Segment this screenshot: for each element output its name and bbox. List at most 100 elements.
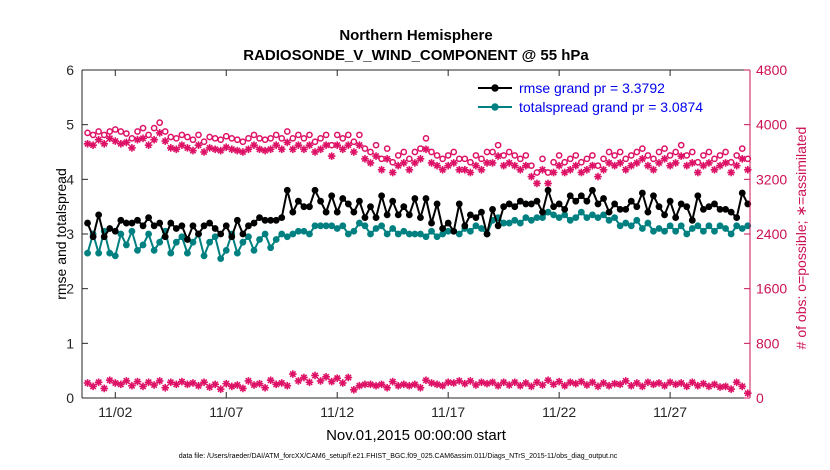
- obs-possible-point: [622, 155, 630, 163]
- obs-assimilated-point: [361, 155, 369, 163]
- obs-low-point: [205, 383, 214, 391]
- rmse-series-point: [317, 197, 324, 205]
- rmse-series-point: [516, 197, 524, 205]
- rmse-series-point: [328, 192, 336, 200]
- y-axis-label-right: # of obs: o=possible; ∗=assimilated: [793, 127, 809, 350]
- obs-assimilated-point: [455, 165, 464, 174]
- spread-series-point: [256, 236, 263, 243]
- rmse-series-point: [444, 219, 452, 227]
- obs-assimilated-point: [616, 159, 624, 167]
- rmse-series-point: [233, 216, 241, 224]
- obs-assimilated-point: [466, 168, 475, 177]
- obs-possible-point: [389, 158, 397, 166]
- spread-series-point: [627, 222, 635, 230]
- rmse-series-point: [533, 197, 541, 205]
- obs-assimilated-point: [233, 146, 242, 155]
- obs-possible-point: [639, 145, 646, 152]
- obs-assimilated-point: [549, 168, 558, 177]
- obs-assimilated-point: [638, 155, 647, 163]
- obs-low-point: [555, 377, 563, 386]
- obs-possible-point: [295, 131, 302, 139]
- obs-possible-point: [522, 152, 530, 159]
- obs-possible-point: [95, 128, 102, 135]
- obs-possible-point: [422, 134, 430, 142]
- spread-series-point: [328, 222, 336, 230]
- rmse-series-point: [572, 197, 580, 205]
- rmse-series-point: [505, 200, 513, 208]
- obs-possible-point: [134, 128, 141, 135]
- spread-series-point: [200, 252, 208, 260]
- obs-possible-point: [405, 155, 413, 163]
- obs-possible-point: [478, 155, 485, 163]
- obs-low-point: [133, 377, 142, 386]
- rmse-series-point: [117, 216, 125, 224]
- rmse-series-point: [744, 200, 752, 208]
- spread-series-point: [389, 225, 397, 232]
- obs-low-point: [655, 379, 663, 387]
- legend-rmse-marker: [491, 84, 499, 92]
- chart-title-line1: Northern Hemisphere: [339, 27, 492, 44]
- spread-series-point: [638, 225, 646, 232]
- obs-low-point: [311, 371, 319, 380]
- spread-series-point: [184, 249, 191, 257]
- obs-low-point: [472, 381, 480, 389]
- obs-possible-point: [489, 148, 496, 156]
- obs-low-point: [438, 381, 447, 390]
- obs-low-point: [677, 379, 685, 387]
- obs-possible-point: [561, 158, 569, 166]
- obs-possible-point: [433, 152, 441, 159]
- rmse-series-point: [422, 195, 430, 202]
- rmse-series-point: [217, 230, 225, 238]
- spread-series-point: [733, 222, 741, 230]
- obs-low-point: [372, 381, 380, 390]
- rmse-series-point: [577, 192, 585, 200]
- obs-low-point: [527, 382, 536, 391]
- obs-assimilated-point: [671, 159, 680, 167]
- rmse-series-point: [367, 203, 374, 211]
- rmse-series-point: [372, 214, 380, 221]
- obs-low-point: [422, 376, 430, 385]
- obs-low-point: [583, 381, 591, 389]
- obs-low-point: [117, 380, 125, 389]
- rmse-series-point: [339, 195, 347, 202]
- obs-low-point: [416, 383, 425, 392]
- rmse-series-point: [583, 197, 591, 205]
- obs-low-point: [621, 377, 630, 385]
- spread-series-point: [433, 233, 441, 241]
- rmse-series-point: [733, 214, 741, 221]
- obs-low-point: [477, 378, 486, 387]
- obs-possible-point: [267, 134, 274, 142]
- obs-possible-point: [111, 126, 119, 133]
- rmse-series-point: [594, 200, 602, 208]
- rmse-series-point: [661, 211, 668, 219]
- spread-series-point: [206, 238, 214, 246]
- rmse-series-point: [622, 205, 630, 213]
- obs-possible-point: [511, 152, 519, 159]
- obs-assimilated-point: [544, 179, 552, 188]
- obs-possible-point: [633, 148, 641, 156]
- data-file-footnote: data file: /Users/raeder/DAI/ATM_forcXX/…: [179, 453, 618, 460]
- obs-assimilated-point: [83, 140, 92, 148]
- obs-low-point: [366, 380, 375, 389]
- obs-possible-point: [283, 128, 291, 135]
- obs-assimilated-point: [422, 145, 430, 154]
- rmse-series-point: [478, 208, 485, 216]
- obs-low-point: [461, 379, 469, 388]
- spread-series-point: [117, 230, 125, 238]
- obs-low-point: [327, 377, 336, 386]
- rmse-series-point: [167, 219, 175, 227]
- spread-series-point: [511, 216, 519, 224]
- obs-low-point: [239, 384, 247, 393]
- obs-low-point: [588, 378, 597, 387]
- obs-possible-point: [195, 131, 202, 139]
- obs-low-point: [300, 373, 308, 382]
- obs-possible-point: [128, 134, 136, 142]
- obs-assimilated-point: [438, 165, 447, 174]
- obs-possible-point: [583, 155, 591, 163]
- obs-low-point: [383, 383, 391, 392]
- obs-assimilated-point: [605, 159, 613, 167]
- obs-assimilated-point: [144, 141, 153, 149]
- obs-assimilated-point: [522, 161, 530, 170]
- rmse-series-point: [161, 233, 169, 241]
- obs-assimilated-point: [261, 146, 269, 155]
